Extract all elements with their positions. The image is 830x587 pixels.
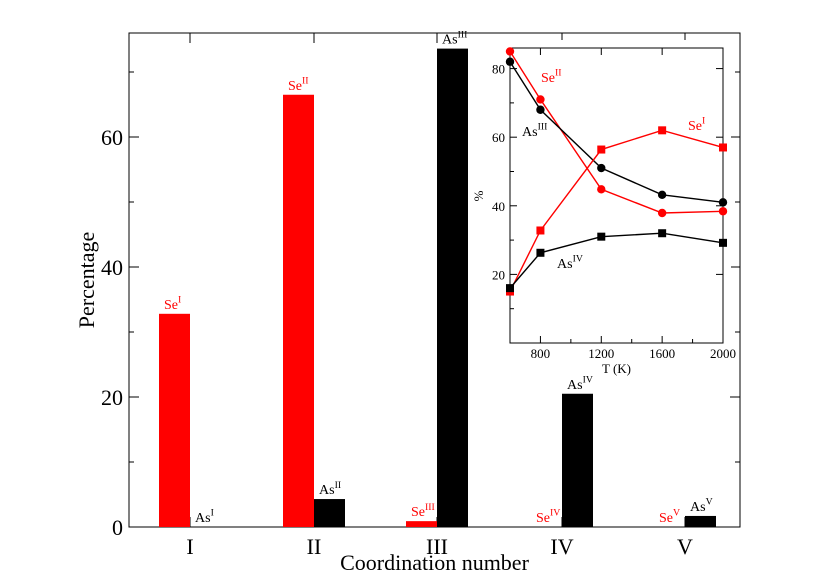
x-tick-label: IV: [550, 534, 573, 559]
y-tick-label: 60: [101, 125, 123, 150]
x-axis-title: Coordination number: [340, 550, 529, 575]
inset-x-tick-label: 2000: [710, 346, 736, 361]
inset-marker: [658, 126, 667, 135]
inset-frame: [509, 47, 724, 344]
bar-as-iv: [562, 393, 593, 527]
inset-marker: [657, 208, 667, 218]
inset-marker: [718, 207, 728, 216]
y-tick-label: 0: [112, 515, 123, 540]
inset-x-axis-title: T (K): [602, 361, 631, 376]
inset-y-tick-label: 60: [492, 130, 505, 145]
inset-marker: [505, 47, 515, 56]
bar-as-ii: [314, 499, 345, 527]
bar-label: AsIV: [567, 374, 593, 392]
inset-marker: [536, 95, 545, 104]
inset-marker: [719, 143, 727, 152]
bar-label: SeIV: [536, 508, 560, 526]
inset-x-tick-label: 1200: [588, 346, 614, 361]
inset-marker: [657, 190, 667, 200]
x-tick-label: II: [307, 534, 322, 559]
bar-label: AsI: [195, 508, 214, 526]
inset-marker: [506, 284, 514, 293]
inset-series-label: AsIII: [522, 122, 547, 140]
inset-series-label: AsIV: [557, 254, 583, 272]
inset-marker: [719, 238, 727, 247]
inset-marker: [536, 105, 545, 114]
inset-marker: [536, 248, 545, 257]
inset-marker: [597, 163, 606, 173]
bar-label: SeV: [659, 508, 680, 526]
inset-y-axis-title: %: [471, 190, 486, 201]
bar-label: AsIII: [442, 29, 467, 47]
y-axis-title: Percentage: [74, 232, 99, 329]
inset-marker: [597, 185, 606, 194]
inset-x-tick-label: 800: [531, 346, 551, 361]
inset-marker: [505, 57, 515, 66]
inset-series-label: SeII: [541, 68, 562, 86]
inset-marker: [597, 232, 606, 241]
inset-marker: [597, 145, 606, 154]
x-tick-label: I: [186, 534, 193, 559]
inset-marker: [718, 198, 728, 207]
inset-background: [480, 40, 731, 373]
bar-as-v: [685, 515, 716, 527]
bar-se-ii: [283, 94, 314, 527]
inset-y-tick-label: 20: [492, 267, 505, 282]
bar-label: AsII: [319, 480, 341, 498]
x-tick-label: V: [677, 534, 693, 559]
bar-label: SeIII: [411, 502, 435, 520]
inset-y-tick-label: 80: [492, 62, 505, 77]
bar-se-i: [159, 313, 190, 527]
inset-series-label: SeI: [688, 116, 705, 134]
x-tick-label: III: [426, 534, 448, 559]
inset-marker: [658, 229, 667, 238]
inset-y-tick-label: 40: [492, 199, 505, 214]
bar-se-iii: [406, 521, 437, 527]
y-tick-label: 40: [101, 255, 123, 280]
bar-label: AsV: [690, 497, 713, 515]
bar-label: SeII: [288, 75, 309, 93]
inset-x-tick-label: 1600: [649, 346, 675, 361]
inset-marker: [536, 226, 545, 235]
bar-label: SeI: [164, 295, 181, 313]
bar-as-iii: [437, 48, 468, 527]
y-tick-label: 20: [101, 385, 123, 410]
